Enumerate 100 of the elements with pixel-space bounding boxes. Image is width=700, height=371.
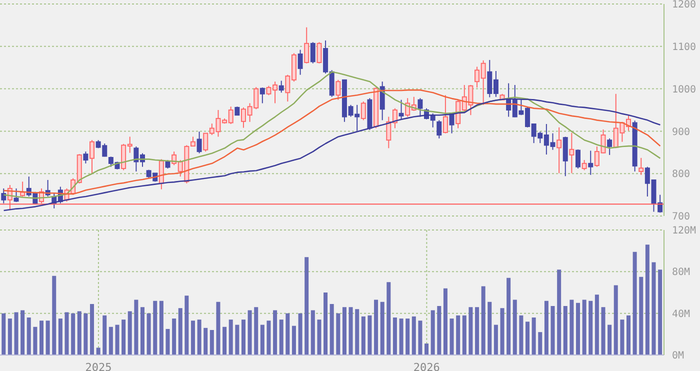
bar: [424, 344, 429, 355]
candlestick: [304, 26, 310, 64]
bar: [40, 320, 44, 355]
bar: [336, 313, 340, 355]
bar: [582, 300, 586, 355]
bar: [512, 300, 517, 355]
candlestick: [336, 79, 341, 100]
y-tick-label: 700: [672, 212, 690, 223]
bar: [304, 257, 309, 355]
bar: [216, 302, 220, 355]
bar: [266, 320, 271, 355]
bar: [342, 307, 346, 355]
x-tick-label: 2025: [85, 360, 112, 371]
bar: [348, 307, 353, 355]
bar: [172, 318, 176, 355]
bar: [279, 320, 284, 355]
bar: [134, 300, 138, 355]
y-tick-label: 80M: [672, 267, 690, 278]
bar: [557, 270, 562, 355]
bar: [273, 310, 278, 355]
bar: [570, 300, 574, 355]
bar: [386, 282, 391, 355]
bar: [52, 276, 56, 355]
bar: [310, 310, 315, 355]
y-tick-label: 1200: [672, 0, 696, 11]
bar: [406, 318, 410, 355]
bar: [563, 306, 568, 355]
bar: [14, 312, 18, 355]
y-tick-label: 800: [672, 169, 690, 180]
bar: [594, 294, 599, 355]
bar: [298, 313, 302, 355]
bar: [20, 310, 25, 355]
y-tick-label: 120M: [672, 226, 696, 237]
candlestick: [310, 42, 316, 64]
y-tick-label: 40M: [672, 308, 690, 320]
bar: [254, 307, 258, 355]
bar: [620, 320, 624, 355]
bar: [146, 313, 151, 355]
bar: [33, 326, 38, 355]
bar: [96, 348, 100, 355]
bar: [526, 322, 530, 355]
bar: [71, 313, 76, 355]
bar: [475, 307, 480, 355]
bar: [361, 316, 366, 355]
candlestick: [588, 150, 594, 176]
bar: [355, 309, 360, 355]
bar: [368, 315, 372, 355]
candlestick: [89, 140, 94, 174]
bar: [632, 252, 637, 355]
bar: [494, 324, 498, 355]
bar: [128, 311, 132, 355]
bar: [645, 244, 650, 355]
candlestick: [83, 151, 88, 164]
bar: [412, 316, 416, 355]
bar: [588, 300, 593, 355]
bar: [392, 318, 397, 355]
bar: [380, 302, 384, 355]
bar: [639, 276, 644, 355]
bar: [614, 285, 618, 355]
bar: [456, 315, 460, 355]
candlestick: [260, 87, 265, 104]
candlestick: [562, 136, 568, 177]
candlestick: [576, 148, 581, 170]
bar: [468, 307, 473, 355]
bar: [292, 326, 296, 355]
bar: [222, 326, 227, 355]
bar: [658, 270, 662, 355]
x-tick-label: 2026: [413, 360, 440, 371]
bar: [437, 306, 442, 355]
bar: [46, 320, 50, 355]
candlestick: [278, 80, 284, 94]
bar: [374, 300, 378, 355]
bar: [90, 304, 94, 355]
bar: [26, 318, 31, 355]
candlestick: [196, 131, 202, 154]
candlestick: [386, 116, 392, 149]
bar: [122, 320, 126, 355]
bar: [519, 315, 524, 355]
bar: [102, 315, 107, 355]
bar: [462, 315, 466, 355]
bar: [544, 300, 548, 355]
candlestick: [569, 132, 574, 174]
candlestick: [436, 120, 442, 139]
bar: [317, 320, 322, 355]
bar: [178, 308, 182, 355]
bar: [538, 332, 542, 355]
bar: [64, 312, 69, 355]
bar: [184, 296, 189, 355]
bar: [399, 318, 404, 355]
bar: [601, 307, 606, 355]
bar: [190, 320, 195, 355]
bar: [450, 318, 454, 355]
bar: [576, 302, 580, 355]
y-tick-label: 1100: [672, 42, 696, 53]
bar: [159, 300, 164, 355]
candlestick: [607, 138, 612, 156]
bar: [324, 292, 328, 355]
bar: [500, 308, 504, 355]
bar: [2, 313, 6, 355]
bar: [532, 318, 536, 355]
